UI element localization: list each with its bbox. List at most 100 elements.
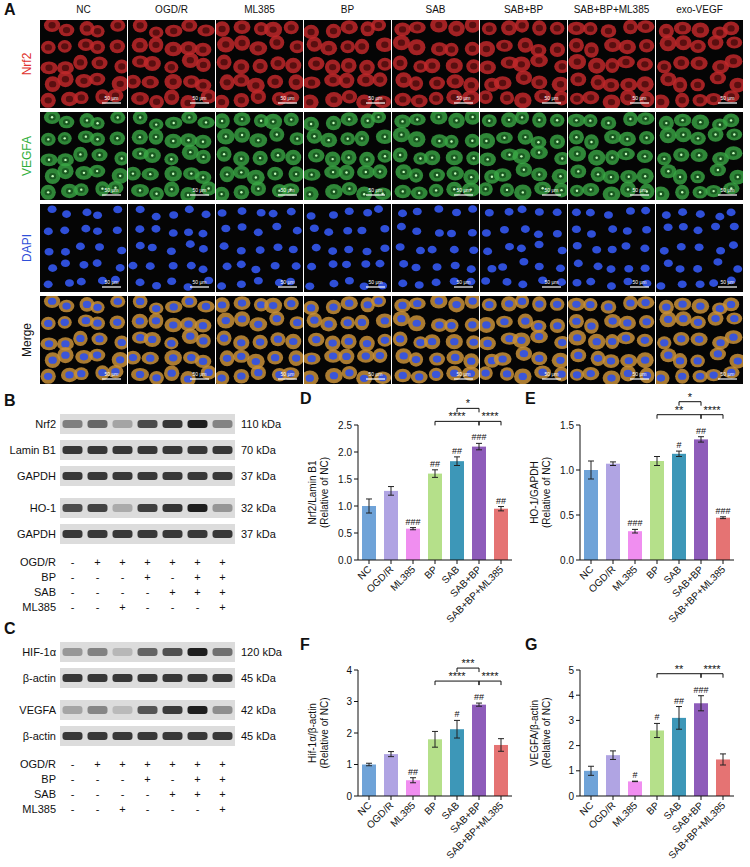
scale-bar	[718, 194, 737, 195]
spot	[541, 187, 543, 189]
nucleus	[343, 227, 352, 235]
spot	[221, 120, 223, 122]
cell	[371, 112, 386, 123]
cell	[41, 93, 56, 108]
micrograph-ground	[392, 296, 479, 384]
nucleus	[415, 281, 424, 289]
nucleus	[664, 259, 673, 267]
micrograph	[128, 296, 215, 384]
nucleus	[152, 374, 160, 381]
cell	[110, 39, 125, 53]
bar	[472, 447, 486, 560]
cell	[394, 298, 410, 312]
cell	[249, 133, 267, 147]
nucleus	[678, 301, 686, 308]
cell	[550, 318, 565, 333]
cell	[357, 165, 375, 179]
spot	[629, 118, 631, 120]
cell	[216, 21, 230, 36]
treatment-sign: +	[144, 773, 150, 785]
nucleus	[609, 154, 616, 160]
nucleus	[169, 303, 177, 310]
nucleus	[641, 337, 649, 344]
spot	[51, 116, 53, 118]
cell	[480, 133, 495, 149]
cell	[639, 315, 654, 328]
cell	[584, 318, 599, 333]
scale-bar-label: 50 μm	[545, 279, 559, 285]
cell	[446, 166, 463, 180]
cell	[253, 151, 268, 166]
spot	[610, 176, 612, 178]
micrograph-ground	[480, 204, 567, 292]
scale-bar-label: 50 μm	[193, 371, 207, 377]
spot	[645, 137, 647, 139]
cell	[394, 114, 410, 128]
cell	[619, 40, 636, 54]
spot	[51, 175, 53, 177]
micrograph	[44, 205, 127, 288]
nucleus	[329, 280, 338, 288]
nucleus	[82, 317, 90, 324]
cell	[267, 167, 283, 181]
nucleus	[380, 225, 389, 233]
treatment-sign: -	[171, 803, 175, 815]
nucleus	[114, 114, 121, 120]
nucleus	[592, 246, 601, 254]
cell	[660, 35, 677, 51]
spot	[172, 173, 174, 175]
spot	[47, 138, 49, 140]
cell	[531, 352, 547, 366]
nucleus	[274, 60, 281, 66]
nucleus	[61, 259, 70, 267]
scale-bar	[542, 102, 561, 103]
nucleus	[593, 154, 600, 160]
cell	[320, 133, 337, 148]
nucleus	[679, 117, 686, 123]
nucleus	[61, 352, 69, 359]
micrograph	[128, 20, 215, 108]
cell	[409, 21, 426, 33]
nucleus	[311, 41, 318, 47]
cell	[512, 333, 530, 349]
cell	[41, 369, 56, 384]
y-tick-label: 2.5	[338, 420, 352, 431]
cell	[341, 334, 357, 349]
nucleus	[220, 335, 228, 342]
cell	[690, 355, 704, 368]
band	[188, 504, 208, 512]
band	[213, 706, 233, 714]
nucleus	[255, 45, 262, 51]
cell	[550, 114, 565, 127]
nucleus	[451, 262, 460, 270]
treatment-sign: +	[219, 601, 225, 613]
cell	[657, 152, 671, 165]
nucleus	[435, 297, 443, 304]
cell	[482, 114, 497, 127]
nucleus	[345, 277, 354, 285]
spot	[597, 173, 599, 175]
spot	[575, 119, 577, 121]
spot	[139, 116, 141, 118]
nucleus	[342, 261, 351, 269]
scale-bar	[278, 194, 297, 195]
spot	[121, 157, 123, 159]
cell	[444, 135, 458, 149]
nucleus	[452, 170, 459, 176]
cell	[482, 22, 497, 35]
nucleus	[273, 243, 282, 251]
cell	[164, 365, 179, 381]
nucleus	[344, 246, 353, 254]
nucleus	[624, 278, 633, 286]
cell	[234, 35, 250, 50]
nucleus	[329, 260, 338, 268]
nucleus	[44, 320, 52, 327]
treatment-label: ML385	[22, 803, 56, 815]
micrograph	[568, 20, 654, 108]
nucleus	[693, 265, 702, 273]
band	[63, 530, 83, 538]
spot	[64, 159, 66, 161]
nucleus	[642, 173, 649, 179]
nucleus	[380, 244, 389, 252]
nucleus	[662, 303, 670, 310]
